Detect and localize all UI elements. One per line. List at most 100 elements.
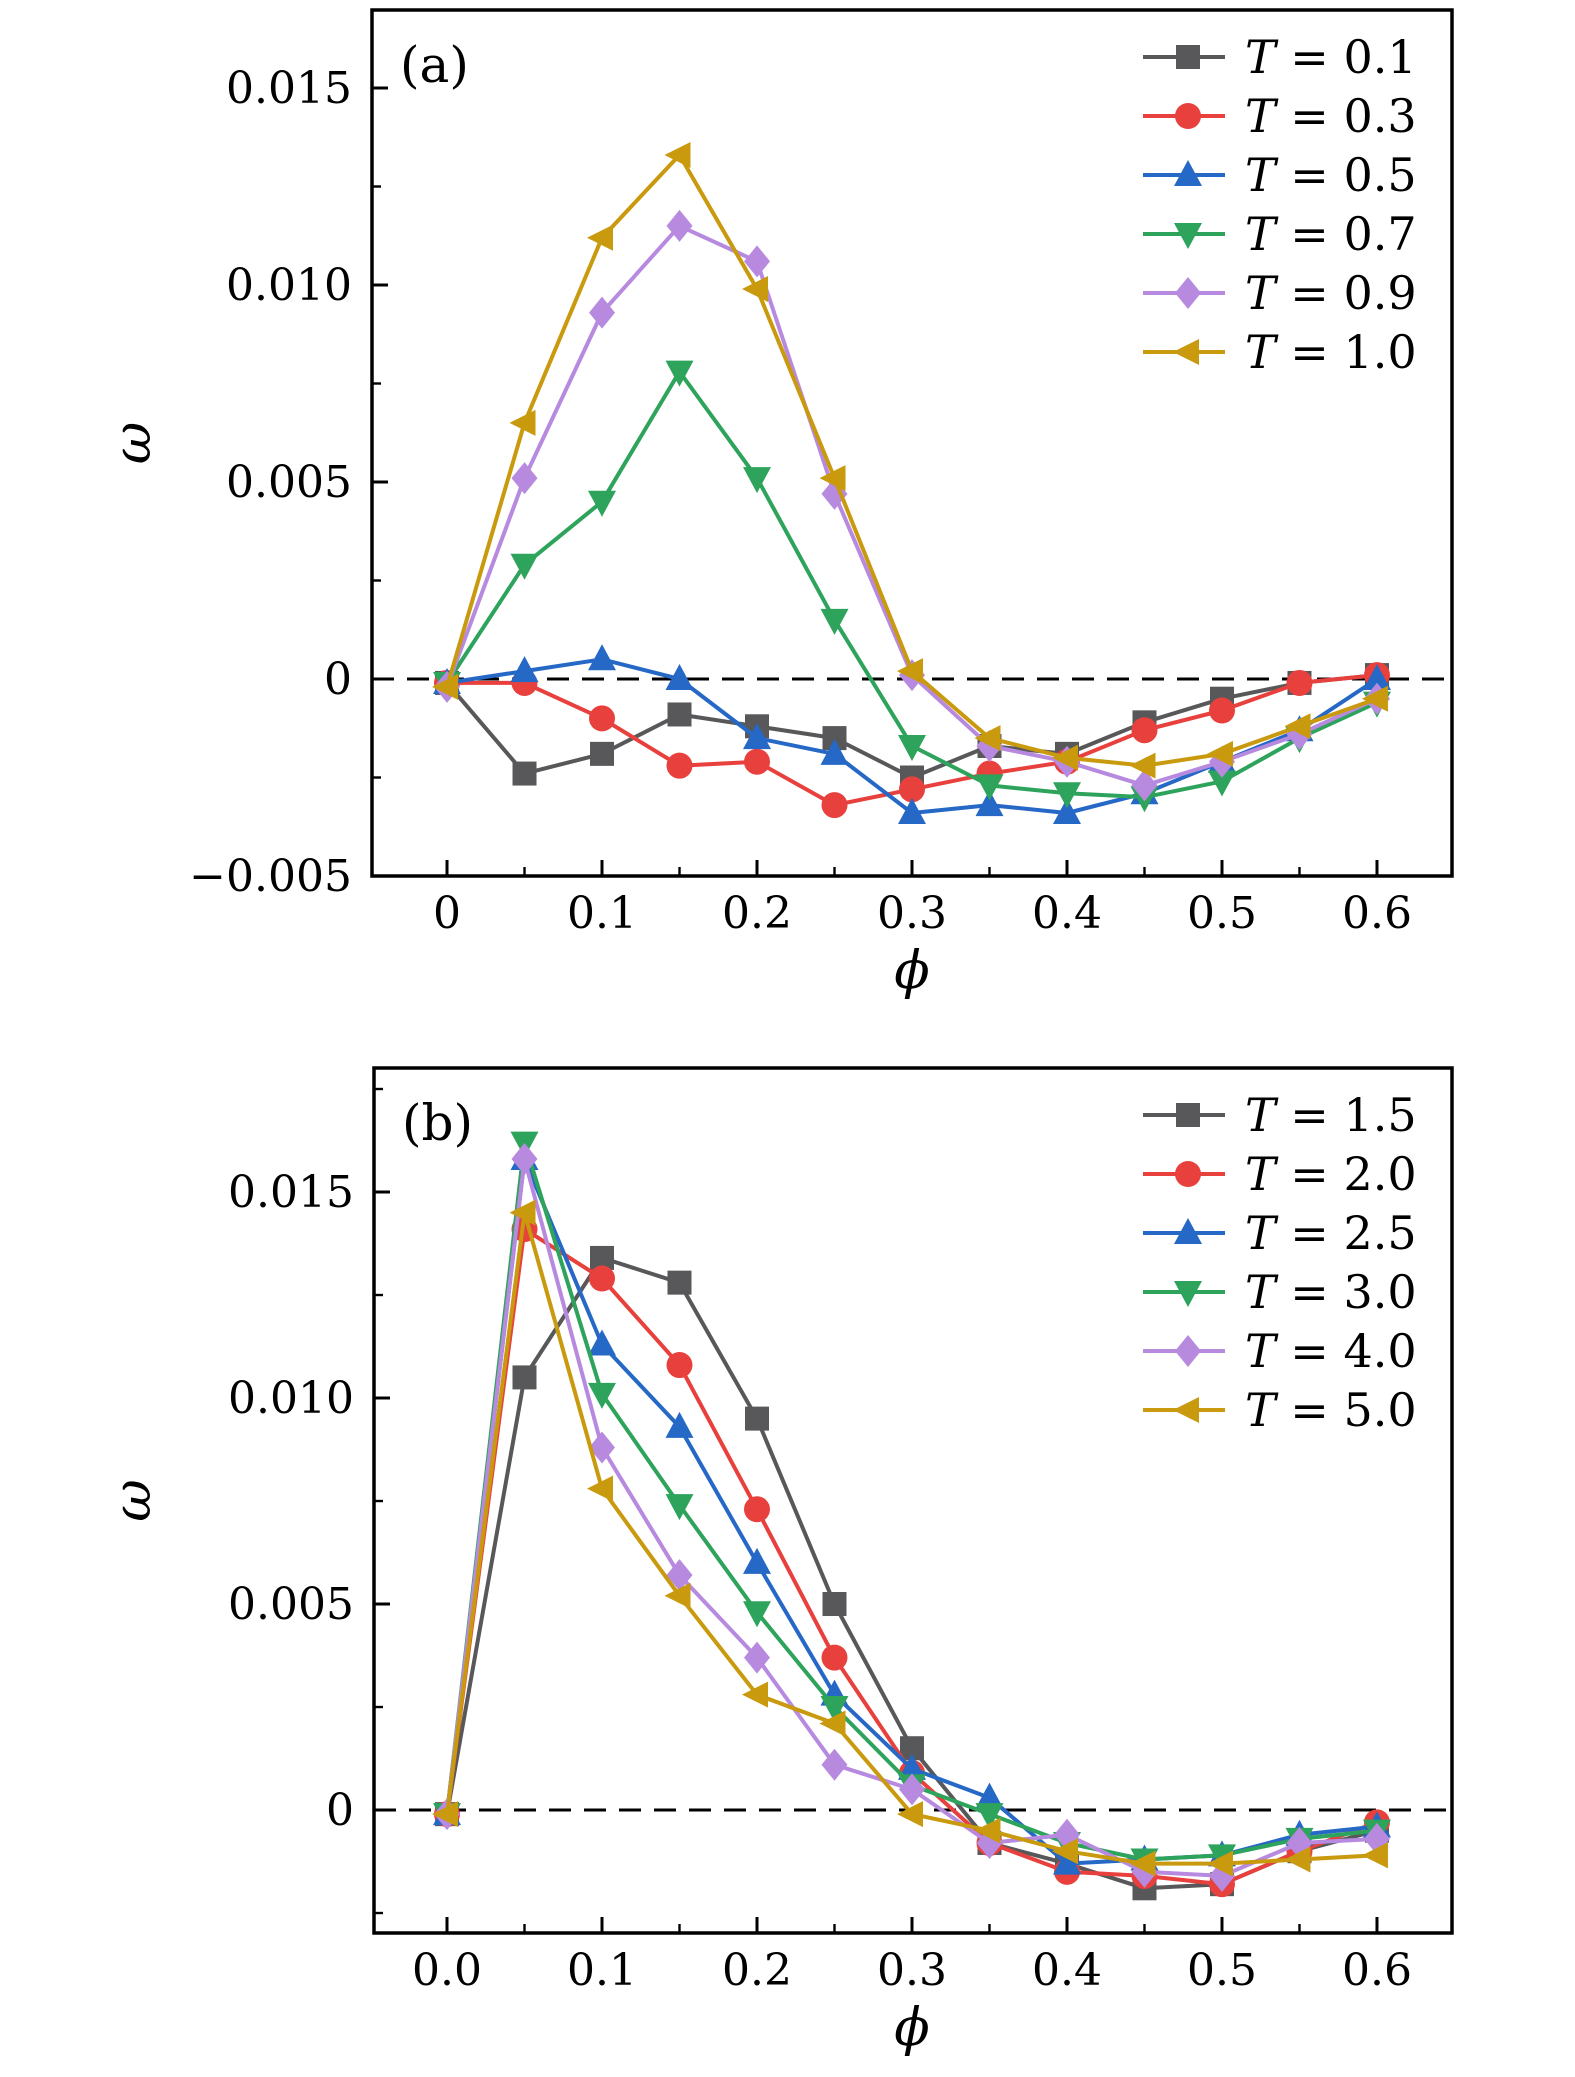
data-point-marker: [1361, 685, 1388, 712]
y-axis-label: ω: [103, 1479, 163, 1521]
tick-marks: [372, 86, 1379, 878]
legend: T = 1.5T = 2.0T = 2.5T = 3.0T = 4.0T = 5…: [1143, 1088, 1417, 1437]
data-point-marker: [822, 1592, 847, 1617]
legend-entry: T = 2.0: [1143, 1147, 1417, 1201]
data-point-marker: [667, 1270, 692, 1295]
data-point-marker: [820, 738, 849, 765]
data-point-marker: [743, 1641, 770, 1674]
legend-entry: T = 2.5: [1143, 1206, 1417, 1260]
data-point-marker: [742, 1601, 771, 1628]
legend-entry: T = 0.9: [1143, 266, 1417, 320]
data-point-marker: [511, 462, 538, 495]
data-point-marker: [741, 1681, 768, 1708]
data-point-marker: [975, 774, 1004, 801]
legend-marker: [1174, 1281, 1202, 1307]
legend-entry: T = 0.1: [1143, 30, 1417, 84]
data-point-marker: [820, 1696, 849, 1723]
legend-entry-label: T = 5.0: [1245, 1383, 1417, 1437]
data-point-marker: [590, 741, 615, 766]
legend-entry: T = 0.7: [1143, 207, 1417, 261]
legend-marker: [1174, 160, 1202, 186]
data-point-marker: [588, 1265, 615, 1292]
data-point-marker: [899, 776, 925, 803]
legend-entry-label: T = 0.5: [1245, 148, 1417, 202]
data-point-marker: [898, 1773, 925, 1806]
legend-entry: T = 0.3: [1143, 89, 1417, 143]
data-point-marker: [509, 1199, 536, 1226]
x-tick-label: 0.1: [567, 1945, 637, 1996]
data-point-marker: [588, 644, 617, 671]
x-axis-label: ϕ: [894, 941, 929, 1001]
data-point-marker: [666, 1352, 693, 1379]
data-point-marker: [512, 761, 537, 786]
y-tick-label: 0: [326, 1785, 354, 1836]
data-point-marker: [1052, 797, 1081, 824]
data-point-marker: [819, 1710, 846, 1737]
legend-entry: T = 1.0: [1143, 325, 1417, 379]
data-point-marker: [743, 1496, 770, 1523]
legend-marker: [1175, 103, 1201, 129]
panel-label: (a): [400, 36, 469, 94]
x-tick-label: 0.4: [1032, 888, 1102, 939]
x-tick-label: 0.2: [722, 1945, 792, 1996]
data-point-marker: [1051, 1838, 1078, 1865]
data-point-marker: [821, 1644, 848, 1671]
panel-label: (b): [402, 1094, 473, 1152]
data-point-marker: [1129, 1850, 1156, 1877]
data-point-marker: [1286, 669, 1313, 696]
series-T=5.0: [432, 1199, 1388, 1877]
data-point-marker: [820, 608, 849, 635]
data-point-marker: [974, 725, 1001, 752]
legend-entry-label: T = 4.0: [1245, 1324, 1417, 1378]
data-point-marker: [664, 141, 691, 168]
data-point-marker: [1284, 713, 1311, 740]
data-point-marker: [509, 409, 536, 436]
tick-marks: [374, 1087, 1379, 1933]
x-axis-label: ϕ: [894, 1998, 929, 2058]
legend-entry: T = 3.0: [1143, 1265, 1417, 1319]
legend-marker: [1174, 1218, 1202, 1244]
x-tick-label: 0.5: [1187, 888, 1257, 939]
legend-marker: [1176, 45, 1200, 69]
data-point-marker: [1206, 1850, 1233, 1877]
data-point-marker: [819, 465, 846, 492]
data-point-marker: [898, 734, 926, 761]
x-tick-label: 0.4: [1032, 1945, 1102, 1996]
data-point-marker: [821, 792, 848, 819]
y-tick-label: 0.005: [226, 457, 352, 508]
legend-entry-label: T = 1.5: [1245, 1088, 1417, 1142]
x-tick-label: 0.0: [412, 1945, 482, 1996]
data-point-marker: [586, 1475, 613, 1502]
series-line: [445, 223, 1379, 788]
legend-marker: [1173, 339, 1199, 365]
x-tick-label: 0.5: [1187, 1945, 1257, 1996]
data-point-marker: [898, 797, 926, 824]
data-point-marker: [666, 1559, 693, 1592]
data-point-marker: [742, 1547, 771, 1574]
data-point-marker: [1207, 770, 1236, 797]
panel-b: 0.0 0.1 0.2 0.3 0.4 0.5 0.6 0.015 0.010 0.005 0 ϕ ω (…: [103, 1066, 1454, 2058]
data-point-marker: [896, 1801, 923, 1828]
y-tick-label: 0.015: [228, 1167, 354, 1218]
data-point-marker: [974, 1817, 1001, 1844]
y-tick-label: 0.010: [228, 1373, 354, 1424]
data-point-marker: [897, 1753, 926, 1780]
data-point-marker: [665, 360, 694, 387]
data-point-marker: [667, 702, 692, 727]
data-point-marker: [588, 490, 617, 517]
x-tick-label: 0.2: [722, 888, 792, 939]
panel-a: 0 0.1 0.2 0.3 0.4 0.5 0.6 0.015 0.010 0.005 0 −0.00…: [103, 8, 1454, 1001]
data-point-marker: [664, 1582, 691, 1609]
data-point-marker: [1052, 782, 1081, 809]
data-point-marker: [742, 275, 769, 302]
legend-entry-label: T = 2.5: [1245, 1206, 1417, 1260]
data-point-marker: [432, 1801, 459, 1828]
data-point-marker: [1052, 1848, 1081, 1875]
data-point-marker: [665, 1494, 694, 1521]
data-point-marker: [1051, 744, 1078, 771]
data-point-marker: [1208, 697, 1235, 724]
data-point-marker: [975, 1782, 1004, 1809]
legend-marker: [1174, 223, 1202, 249]
